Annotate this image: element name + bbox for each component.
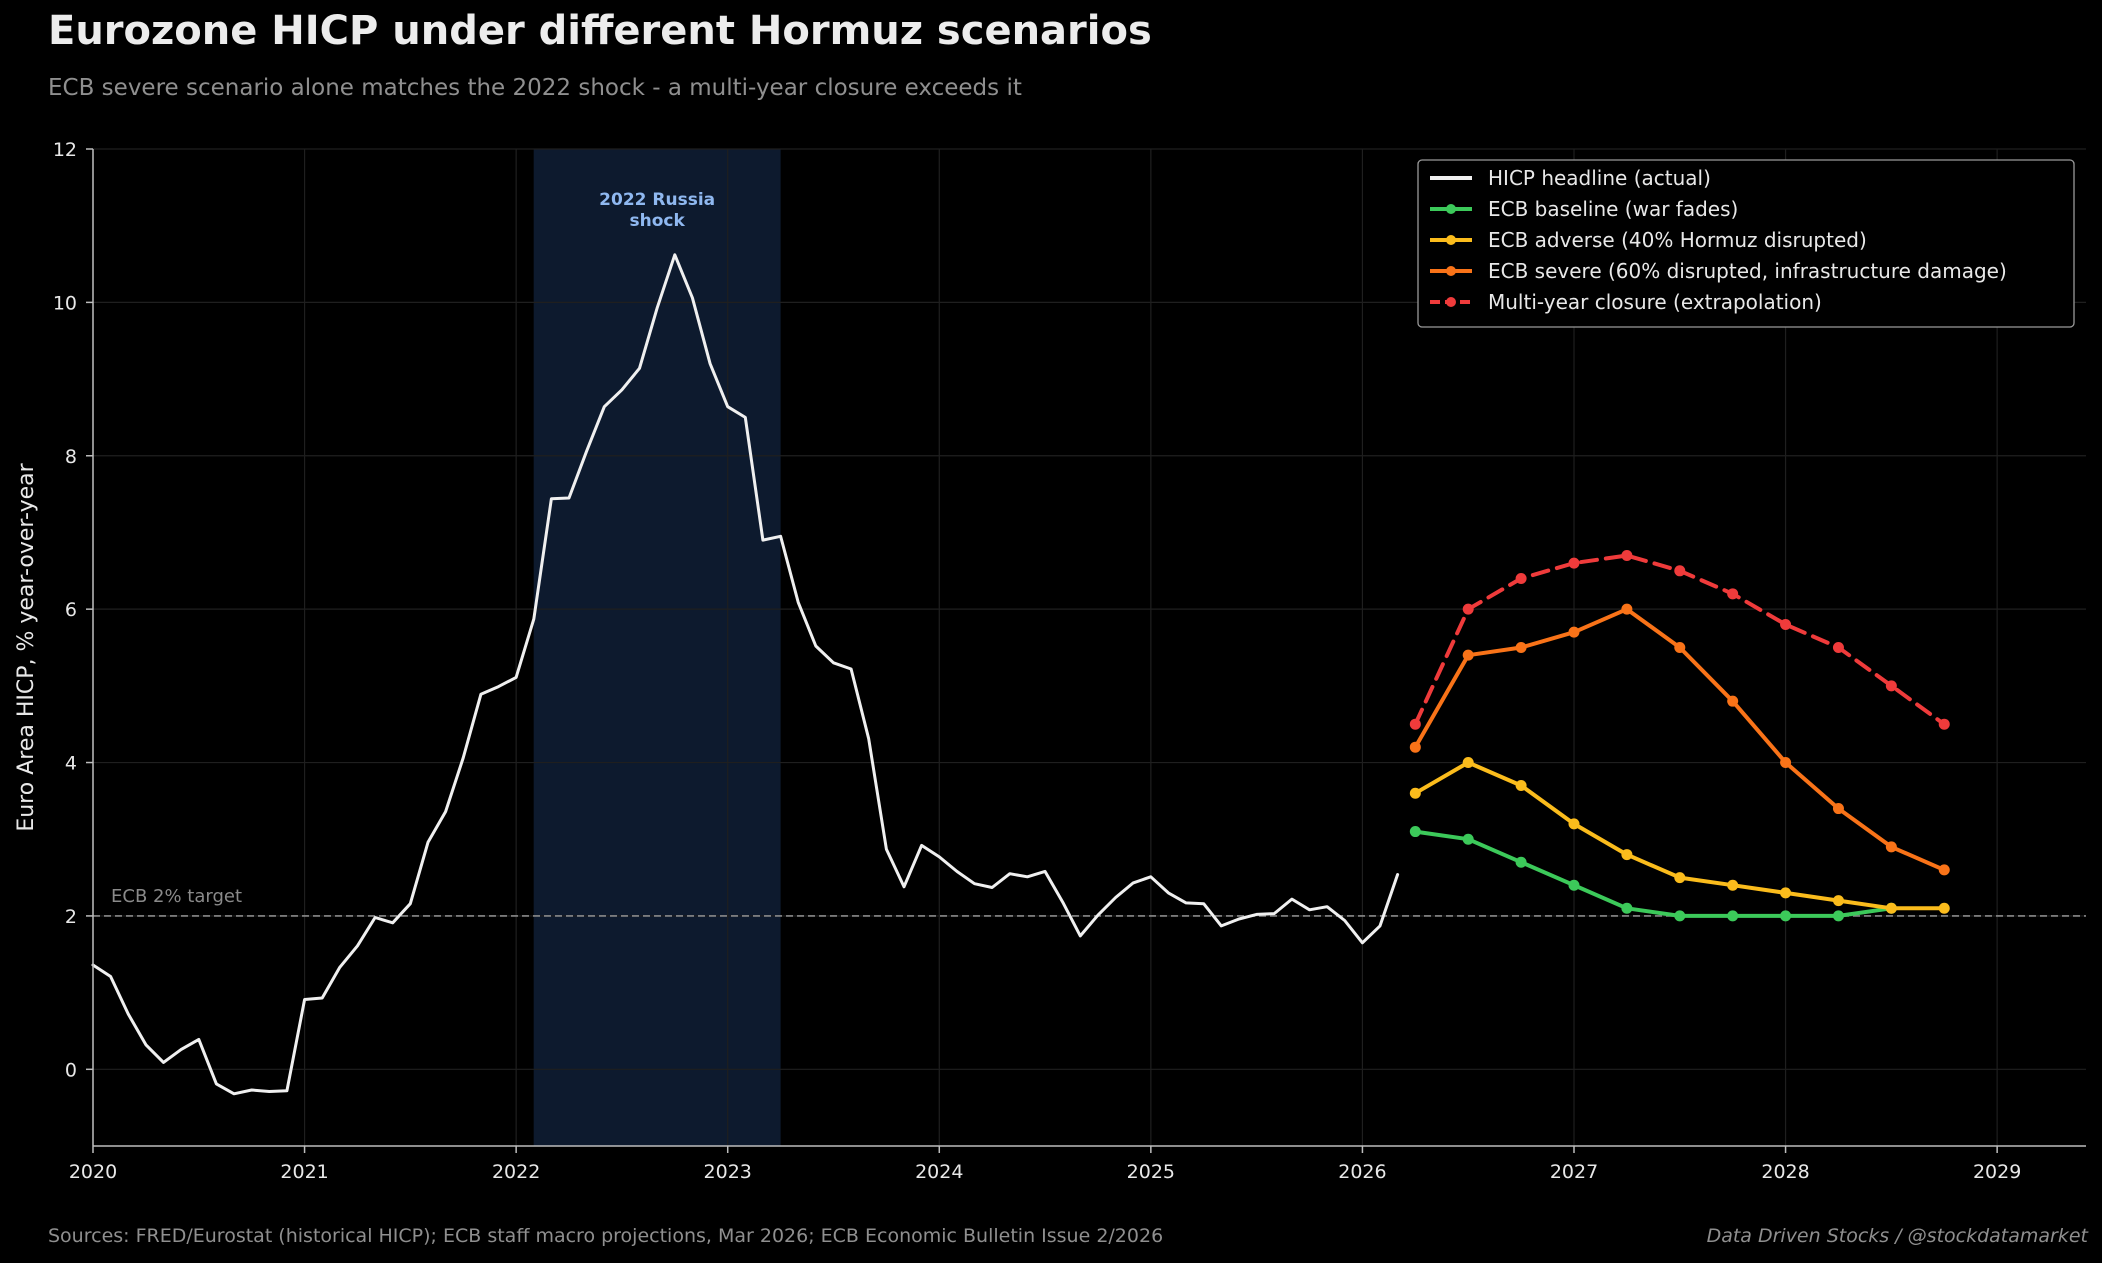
series-point-1 (1515, 856, 1527, 868)
target-line-label: ECB 2% target (111, 886, 242, 907)
legend-label-0: HICP headline (actual) (1488, 166, 1711, 190)
series-point-3 (1938, 864, 1950, 876)
series-point-1 (1727, 910, 1739, 922)
x-tick-label: 2022 (492, 1161, 540, 1183)
series-point-3 (1568, 626, 1580, 638)
series-point-1 (1621, 902, 1633, 914)
series-line-2 (1413, 760, 1947, 911)
series-line-0 (91, 253, 1400, 1096)
y-tick-label: 10 (53, 292, 77, 314)
series-point-2 (1780, 887, 1792, 899)
shock-shaded-region (533, 149, 781, 1146)
series-point-3 (1780, 757, 1792, 769)
y-tick-label: 2 (65, 906, 77, 928)
series-point-4 (1727, 588, 1739, 600)
y-tick-label: 8 (65, 446, 77, 468)
series-point-1 (1462, 833, 1474, 845)
series-point-1 (1780, 910, 1792, 922)
x-tick-label: 2024 (915, 1161, 963, 1183)
series-point-4 (1409, 718, 1421, 730)
series-point-2 (1568, 818, 1580, 830)
legend-marker-2 (1446, 235, 1456, 245)
series-point-4 (1674, 565, 1686, 577)
series-point-4 (1885, 680, 1897, 692)
x-tick-label: 2028 (1761, 1161, 1809, 1183)
shock-label-line1: 2022 Russia (599, 190, 715, 210)
series-point-4 (1621, 549, 1633, 561)
x-tick-label: 2026 (1338, 1161, 1386, 1183)
series-point-1 (1409, 826, 1421, 838)
series-line-1 (1413, 829, 1894, 918)
series-point-2 (1832, 895, 1844, 907)
legend-marker-3 (1446, 266, 1456, 276)
y-axis-label: Euro Area HICP, % year-over-year (14, 462, 39, 831)
legend-marker-4 (1446, 297, 1456, 307)
x-tick-label: 2021 (280, 1161, 328, 1183)
series-point-2 (1621, 849, 1633, 861)
series-point-2 (1885, 902, 1897, 914)
legend-label-4: Multi-year closure (extrapolation) (1488, 290, 1822, 314)
series-point-4 (1780, 618, 1792, 630)
series-point-3 (1462, 649, 1474, 661)
series-point-1 (1674, 910, 1686, 922)
series-point-3 (1515, 642, 1527, 653)
series-point-2 (1409, 787, 1421, 799)
series-point-2 (1674, 872, 1686, 884)
series-point-3 (1832, 803, 1844, 815)
chart-subtitle: ECB severe scenario alone matches the 20… (48, 75, 1022, 101)
x-tick-label: 2020 (69, 1161, 117, 1183)
shock-label-line2: shock (630, 211, 686, 231)
y-tick-label: 4 (65, 753, 77, 775)
series-point-3 (1885, 841, 1897, 853)
series-point-2 (1515, 780, 1527, 792)
series-point-2 (1938, 902, 1950, 914)
series-point-4 (1568, 557, 1580, 569)
series-point-3 (1674, 642, 1686, 653)
legend-box (1417, 159, 2075, 328)
x-tick-label: 2025 (1127, 1161, 1175, 1183)
series-point-4 (1832, 642, 1844, 653)
chart-title: Eurozone HICP under different Hormuz sce… (48, 8, 1152, 54)
sources-note: Sources: FRED/Eurostat (historical HICP)… (48, 1225, 1164, 1247)
series-point-1 (1832, 910, 1844, 922)
legend-label-3: ECB severe (60% disrupted, infrastructur… (1488, 259, 2007, 283)
series-line-4 (1413, 553, 1947, 727)
series-point-3 (1621, 603, 1633, 615)
series-point-3 (1727, 695, 1739, 707)
series-point-4 (1462, 603, 1474, 615)
series-point-4 (1938, 718, 1950, 730)
x-tick-label: 2023 (704, 1161, 752, 1183)
y-tick-label: 12 (53, 139, 77, 161)
y-tick-label: 0 (65, 1059, 77, 1081)
series-point-2 (1462, 757, 1474, 769)
credit-note: Data Driven Stocks / @stockdatamarket (1706, 1225, 2088, 1247)
legend-label-2: ECB adverse (40% Hormuz disrupted) (1488, 228, 1867, 252)
series-point-4 (1515, 572, 1527, 584)
legend-marker-1 (1446, 204, 1456, 214)
legend-label-1: ECB baseline (war fades) (1488, 197, 1738, 221)
series-point-1 (1568, 879, 1580, 891)
series-point-2 (1727, 879, 1739, 891)
x-tick-label: 2027 (1550, 1161, 1598, 1183)
series-point-3 (1409, 741, 1421, 753)
x-tick-label: 2029 (1973, 1161, 2021, 1183)
y-tick-label: 6 (65, 599, 77, 621)
